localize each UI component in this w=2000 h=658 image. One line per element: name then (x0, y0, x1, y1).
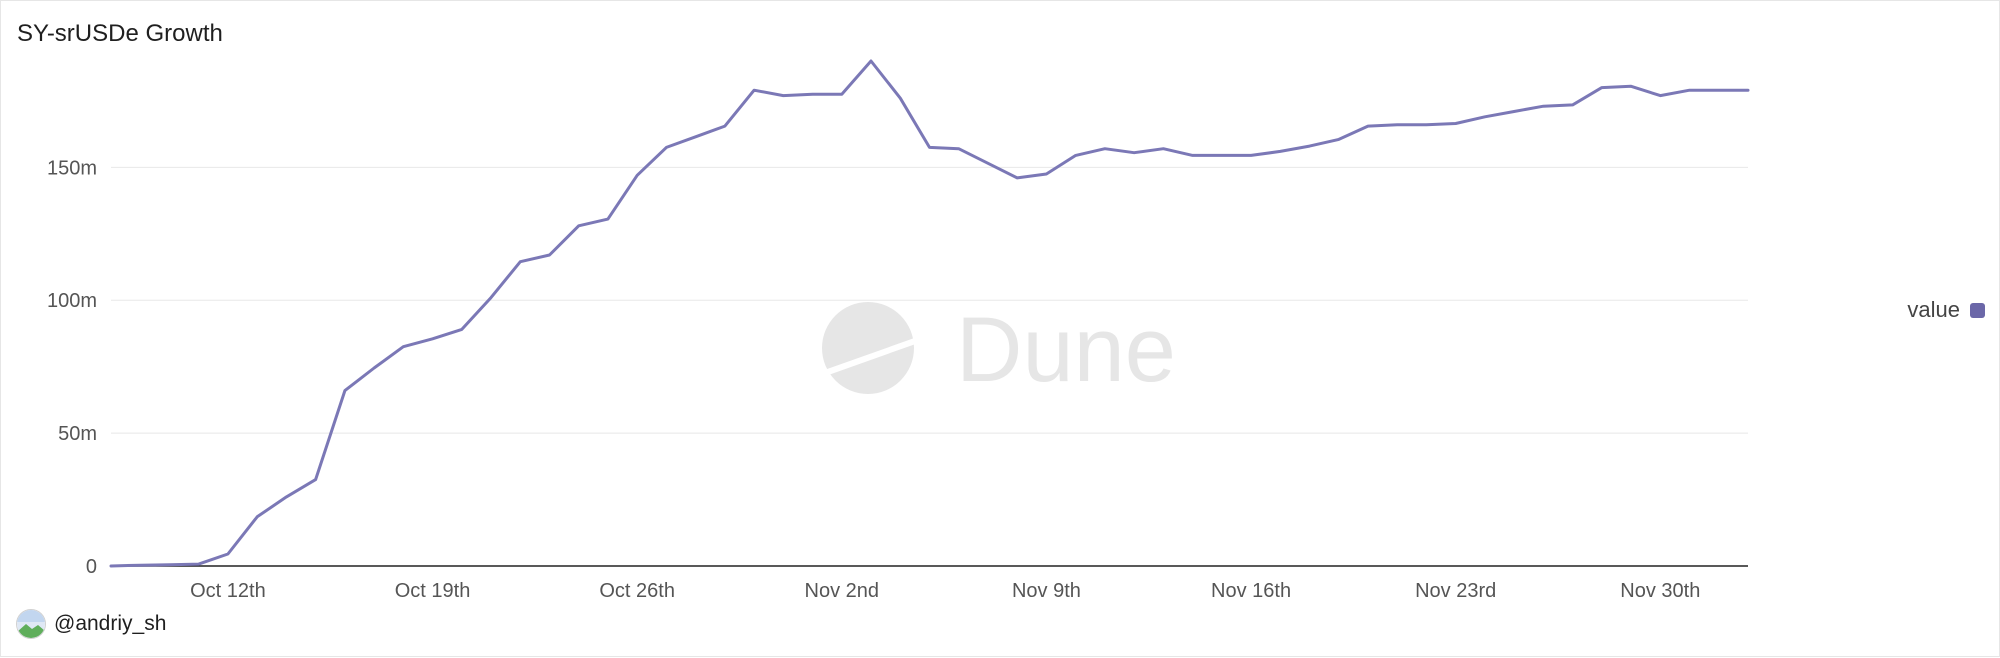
data-point[interactable] (810, 91, 816, 97)
data-point[interactable] (1599, 85, 1605, 91)
data-point[interactable] (1277, 148, 1283, 154)
data-point[interactable] (1745, 87, 1751, 93)
data-point[interactable] (956, 146, 962, 152)
data-point[interactable] (927, 144, 933, 150)
avatar-image-icon (17, 610, 45, 638)
data-point[interactable] (722, 123, 728, 129)
x-tick-label: Nov 23rd (1415, 580, 1496, 602)
chart-title: SY-srUSDe Growth (17, 20, 223, 47)
data-point[interactable] (371, 365, 377, 371)
data-point[interactable] (1014, 175, 1020, 181)
data-point[interactable] (1394, 122, 1400, 128)
data-point[interactable] (313, 477, 319, 483)
data-point[interactable] (1336, 136, 1342, 142)
x-tick-label: Nov 2nd (805, 580, 880, 602)
y-tick-label: 100m (47, 290, 97, 312)
legend-swatch (1970, 302, 1985, 318)
data-point[interactable] (751, 87, 757, 93)
data-point[interactable] (1687, 87, 1693, 93)
data-point[interactable] (1540, 103, 1546, 109)
data-point[interactable] (1365, 123, 1371, 129)
data-point[interactable] (663, 144, 669, 150)
data-point[interactable] (1511, 109, 1517, 115)
avatar (16, 609, 46, 639)
data-point[interactable] (1716, 87, 1722, 93)
data-point[interactable] (1160, 146, 1166, 152)
data-point[interactable] (1453, 120, 1459, 126)
dune-watermark-text: Dune (956, 299, 1176, 401)
legend[interactable]: value (1907, 297, 1985, 323)
x-tick-label: Nov 30th (1620, 580, 1700, 602)
dune-watermark: Dune (822, 299, 1176, 401)
dune-logo-icon (822, 302, 914, 394)
data-point[interactable] (546, 252, 552, 258)
author-badge[interactable]: @andriy_sh (16, 609, 166, 639)
data-point[interactable] (634, 172, 640, 178)
y-tick-label: 0 (86, 556, 97, 578)
data-point[interactable] (283, 494, 289, 500)
data-point[interactable] (430, 336, 436, 342)
data-point[interactable] (488, 295, 494, 301)
data-point[interactable] (1043, 171, 1049, 177)
data-point[interactable] (1482, 114, 1488, 120)
data-point[interactable] (196, 561, 202, 567)
series-line-value[interactable] (109, 59, 1750, 568)
dune-logo-slash (823, 338, 917, 376)
data-point[interactable] (1307, 143, 1313, 149)
data-point[interactable] (605, 216, 611, 222)
data-point[interactable] (1248, 152, 1254, 158)
x-tick-label: Oct 19th (395, 580, 471, 602)
data-point[interactable] (517, 259, 523, 265)
data-point[interactable] (1073, 152, 1079, 158)
data-point[interactable] (1102, 146, 1108, 152)
data-point[interactable] (1628, 83, 1634, 89)
data-point[interactable] (1423, 122, 1429, 128)
data-point[interactable] (1219, 152, 1225, 158)
x-tick-label: Nov 9th (1012, 580, 1081, 602)
data-point[interactable] (868, 58, 874, 64)
data-point[interactable] (693, 134, 699, 140)
data-point[interactable] (1131, 150, 1137, 156)
data-point[interactable] (1190, 152, 1196, 158)
author-handle: @andriy_sh (54, 612, 167, 635)
data-point[interactable] (137, 562, 143, 568)
data-point[interactable] (400, 344, 406, 350)
legend-label: value (1907, 297, 1960, 322)
data-point[interactable] (780, 93, 786, 99)
data-point[interactable] (839, 91, 845, 97)
data-point[interactable] (576, 223, 582, 229)
y-tick-label: 150m (47, 157, 97, 179)
y-tick-label: 50m (58, 423, 97, 445)
data-point[interactable] (108, 563, 114, 569)
data-point[interactable] (985, 160, 991, 166)
data-point[interactable] (897, 95, 903, 101)
x-tick-label: Nov 16th (1211, 580, 1291, 602)
data-point[interactable] (166, 562, 172, 568)
x-tick-label: Oct 26th (599, 580, 675, 602)
data-point[interactable] (254, 514, 260, 520)
data-point[interactable] (1570, 102, 1576, 108)
data-point[interactable] (459, 326, 465, 332)
data-point[interactable] (342, 388, 348, 394)
x-tick-label: Oct 12th (190, 580, 266, 602)
data-point[interactable] (1657, 93, 1663, 99)
data-point[interactable] (225, 551, 231, 557)
